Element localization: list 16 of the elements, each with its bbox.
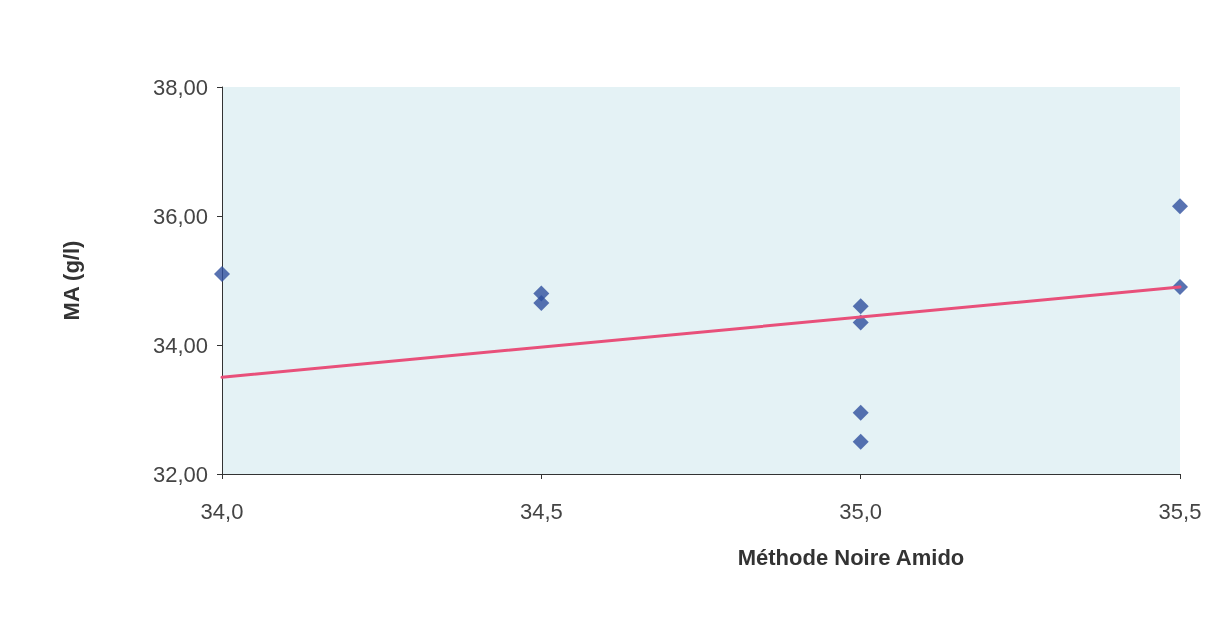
x-axis-title: Méthode Noire Amido (737, 544, 965, 570)
point (214, 266, 230, 283)
y-tick-label: 38,00 (152, 74, 208, 100)
y-tick-label: 32,00 (152, 461, 208, 487)
point (533, 295, 550, 312)
y-tick-label: 36,00 (152, 203, 208, 229)
point (1172, 198, 1188, 215)
point (852, 433, 869, 450)
x-tick-label: 34,5 (519, 498, 563, 524)
y-axis-title: MA (g/l) (58, 240, 84, 321)
x-tick-label: 34,0 (200, 498, 244, 524)
x-tick-label: 35,5 (1158, 498, 1202, 524)
y-tick-label: 34,00 (152, 332, 208, 358)
point (852, 298, 869, 315)
x-tick-label: 35,0 (839, 498, 883, 524)
point (852, 404, 869, 421)
